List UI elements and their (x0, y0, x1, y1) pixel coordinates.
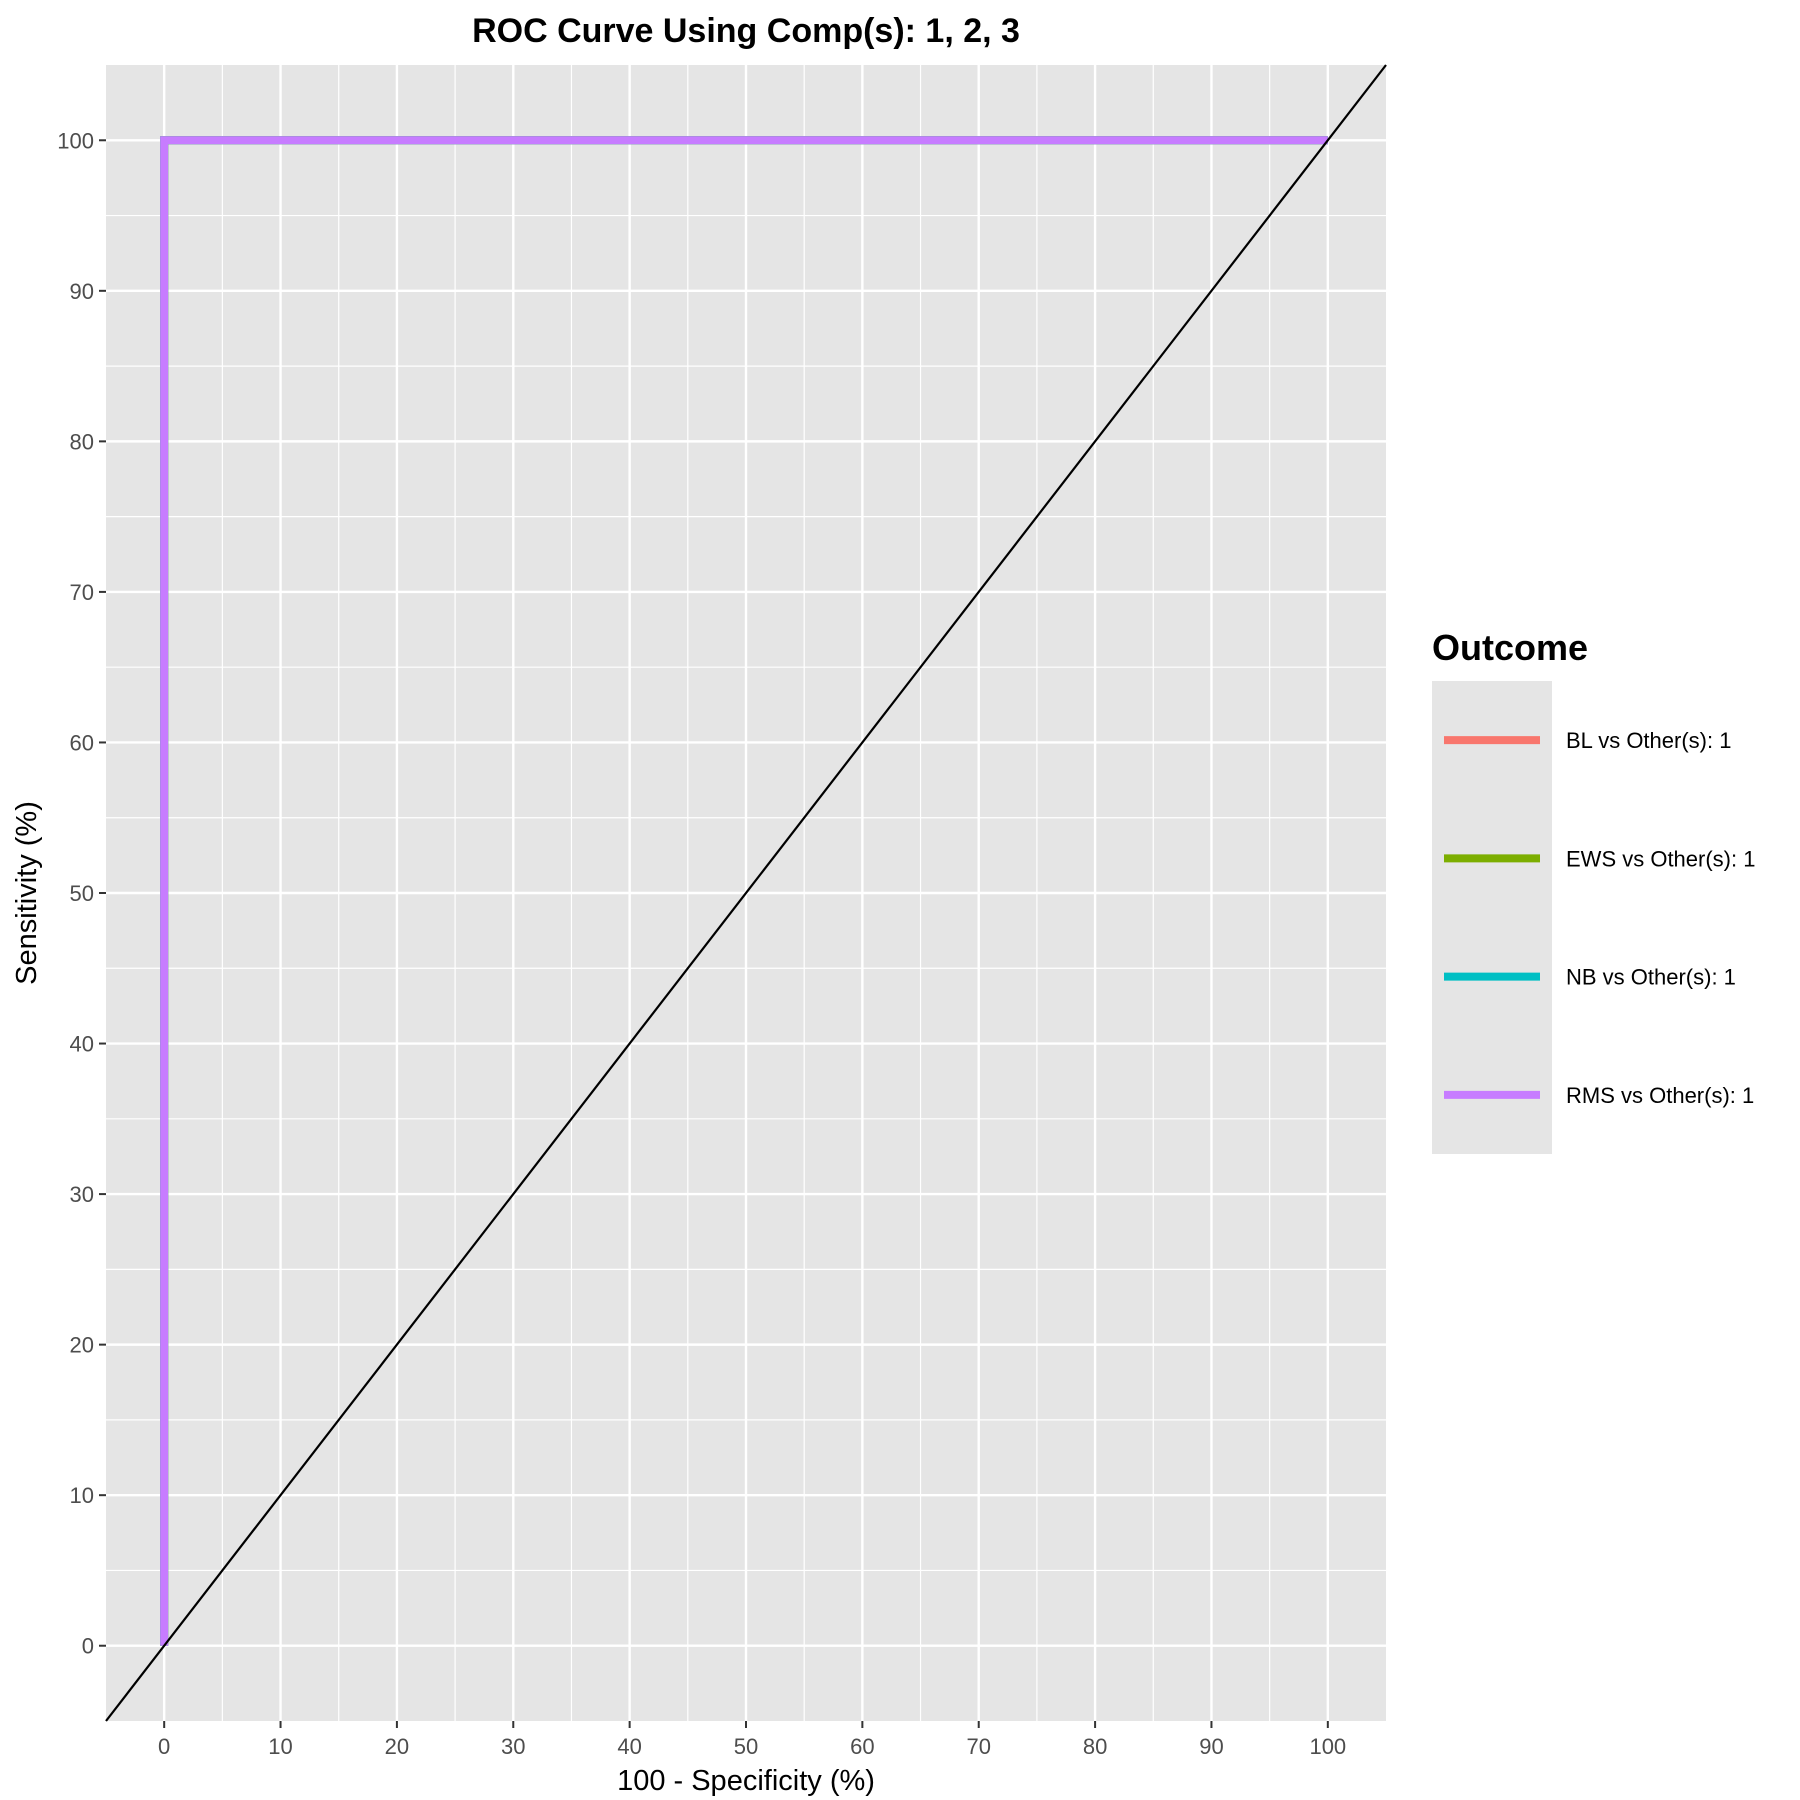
legend-label-3: RMS vs Other(s): 1 (1566, 1083, 1754, 1108)
x-tick-label: 100 (1309, 1734, 1346, 1759)
x-tick-label: 50 (734, 1734, 758, 1759)
y-tick-label: 20 (70, 1333, 94, 1358)
legend-label-2: NB vs Other(s): 1 (1566, 965, 1736, 990)
legend-title: Outcome (1432, 627, 1588, 668)
legend-label-0: BL vs Other(s): 1 (1566, 728, 1731, 753)
y-tick-label: 100 (57, 128, 94, 153)
series-line-3 (160, 136, 1328, 1646)
legend-label-1: EWS vs Other(s): 1 (1566, 846, 1755, 871)
x-tick-label: 70 (966, 1734, 990, 1759)
y-tick-label: 60 (70, 730, 94, 755)
x-tick-label: 0 (158, 1734, 170, 1759)
legend: Outcome BL vs Other(s): 1 EWS vs Other(s)… (1432, 627, 1755, 1154)
y-tick-label: 70 (70, 580, 94, 605)
y-tick-label: 40 (70, 1032, 94, 1057)
y-tick-label: 30 (70, 1182, 94, 1207)
y-tick-label: 90 (70, 279, 94, 304)
x-tick-label: 30 (501, 1734, 525, 1759)
x-axis-title: 100 - Specificity (%) (617, 1765, 875, 1797)
y-axis-ticks: 0 10 20 30 40 50 60 70 80 90 100 (57, 128, 106, 1659)
y-tick-label: 0 (82, 1634, 94, 1659)
reference-diagonal-line (105, 64, 1387, 1722)
reference-line-layer (105, 64, 1387, 1722)
chart-title: ROC Curve Using Comp(s): 1, 2, 3 (472, 12, 1020, 50)
y-tick-label: 50 (70, 881, 94, 906)
x-tick-label: 10 (268, 1734, 292, 1759)
x-tick-label: 60 (850, 1734, 874, 1759)
legend-key-panel (1432, 681, 1552, 1154)
y-tick-label: 80 (70, 429, 94, 454)
y-axis-title: Sensitivity (%) (11, 801, 43, 985)
series-layer (160, 136, 1328, 1646)
legend-items: BL vs Other(s): 1 EWS vs Other(s): 1 NB vs… (1444, 728, 1755, 1108)
x-tick-label: 90 (1199, 1734, 1223, 1759)
y-tick-label: 10 (70, 1483, 94, 1508)
x-tick-label: 80 (1083, 1734, 1107, 1759)
x-tick-label: 40 (617, 1734, 641, 1759)
x-tick-label: 20 (385, 1734, 409, 1759)
x-axis-ticks: 0 10 20 30 40 50 60 70 80 90 100 (158, 1721, 1346, 1759)
